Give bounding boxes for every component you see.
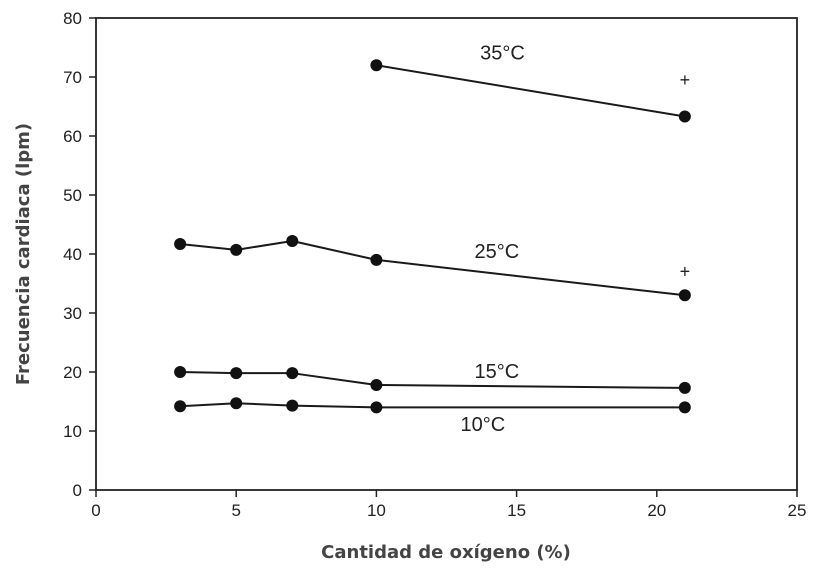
- data-point: [230, 367, 243, 380]
- y-tick-label: 40: [63, 245, 82, 264]
- y-tick-label: 60: [63, 127, 82, 146]
- y-tick-label: 80: [63, 9, 82, 28]
- series-label: 10°C: [461, 414, 506, 436]
- series-lines: [180, 64, 686, 409]
- data-point: [678, 381, 691, 394]
- data-point: [174, 366, 187, 378]
- y-tick-label: 50: [63, 186, 82, 205]
- data-point: [370, 253, 383, 266]
- x-tick-label: 0: [91, 501, 100, 520]
- series-line: [180, 402, 685, 409]
- data-point: [174, 237, 187, 250]
- x-tick-label: 10: [367, 501, 386, 520]
- data-point: [230, 397, 243, 410]
- y-tick-label: 30: [63, 304, 82, 323]
- plus-annotation: +: [680, 70, 691, 90]
- data-point: [286, 399, 299, 412]
- x-tick-label: 5: [231, 501, 240, 520]
- series-labels: 35°C 25°C 15°C 10°C + +: [461, 42, 691, 436]
- y-tick-label: 70: [63, 68, 82, 87]
- series-label: 35°C: [480, 42, 525, 64]
- data-point: [370, 378, 383, 391]
- series-label: 15°C: [475, 361, 520, 383]
- series-label: 25°C: [475, 241, 520, 263]
- data-point: [678, 401, 691, 414]
- data-point: [174, 400, 187, 413]
- y-axis-title: Frecuencia cardiaca (lpm): [13, 123, 34, 385]
- data-point: [678, 110, 691, 123]
- y-tick-label: 20: [63, 363, 82, 382]
- series-line: [376, 64, 686, 118]
- series-line: [180, 240, 685, 297]
- data-point: [370, 59, 383, 72]
- data-points: [174, 59, 691, 414]
- x-tick-label: 20: [647, 501, 666, 520]
- data-point: [286, 235, 299, 248]
- y-tick-label: 10: [63, 422, 82, 441]
- series-line: [180, 371, 685, 389]
- x-tick-label: 15: [507, 501, 526, 520]
- plot-frame: [95, 17, 798, 491]
- axis-ticks: 0 5 10 15 20 25 0 10 20 30 40 50 60 70 80: [63, 9, 806, 520]
- y-tick-label: 0: [73, 481, 82, 500]
- data-point: [230, 243, 243, 256]
- plus-annotation: +: [680, 262, 691, 282]
- data-point: [286, 367, 299, 380]
- x-axis-title: Cantidad de oxígeno (%): [321, 542, 571, 563]
- x-tick-label: 25: [788, 501, 807, 520]
- data-point: [370, 401, 383, 414]
- data-point: [678, 289, 691, 302]
